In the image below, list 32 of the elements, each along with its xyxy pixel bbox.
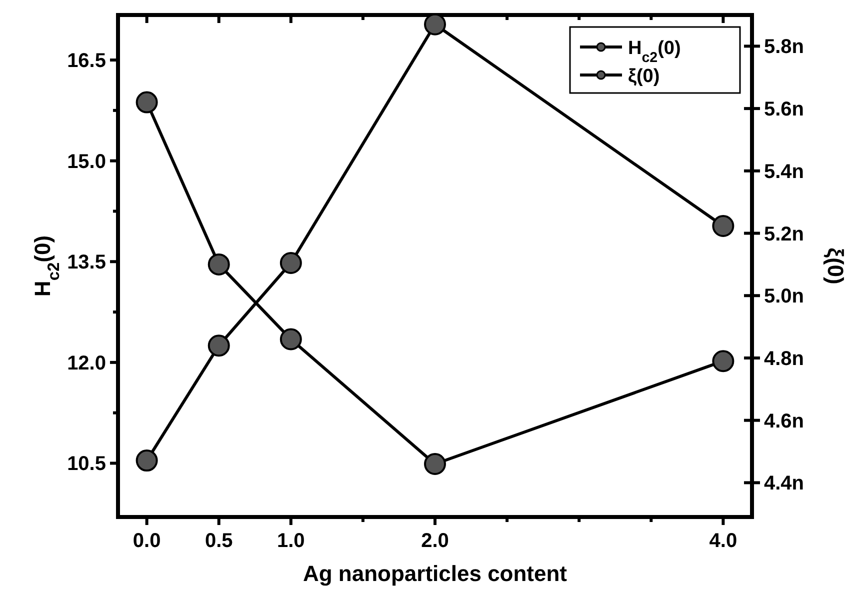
y-tick-label: 16.5	[67, 50, 106, 72]
point	[424, 13, 446, 36]
legend-label: ξ(0)	[628, 66, 660, 87]
y-tick-label: 12.0	[67, 352, 106, 374]
y2-tick-label: 4.4n	[764, 472, 804, 495]
y2-tick-label: 5.6n	[764, 98, 804, 121]
point	[280, 328, 302, 350]
y-tick-label: 13.5	[67, 252, 106, 274]
y2-tick-label: 5.2n	[764, 223, 804, 246]
point	[136, 91, 158, 114]
legend-label: H$_{c2}$(0)	[628, 38, 681, 66]
point	[280, 252, 302, 274]
x-tick-label: 1.0	[277, 530, 305, 552]
point	[208, 334, 230, 357]
x-tick-label: 4.0	[709, 530, 738, 552]
y2-tick-label: 5.4n	[764, 160, 804, 183]
y2-tick-label: 4.8n	[764, 348, 804, 370]
x-tick-label: 2.0	[421, 530, 449, 552]
point	[136, 450, 158, 472]
point	[712, 215, 734, 238]
x-axis-title: Ag nanoparticles content	[302, 561, 568, 586]
x-tick-label: 0.5	[204, 530, 233, 552]
x-tick-label: 0.0	[132, 530, 161, 552]
y-tick-label: 10.5	[67, 453, 106, 476]
y2-tick-label: 4.6n	[764, 410, 804, 432]
y2-tick-label: 5.0n	[764, 286, 804, 308]
point	[208, 253, 230, 276]
point	[712, 350, 734, 372]
point	[424, 452, 446, 475]
y2-axis-title: ξ(0)	[823, 248, 848, 284]
y2-tick-label: 5.8n	[764, 36, 804, 58]
y-tick-label: 15.0	[67, 150, 106, 173]
